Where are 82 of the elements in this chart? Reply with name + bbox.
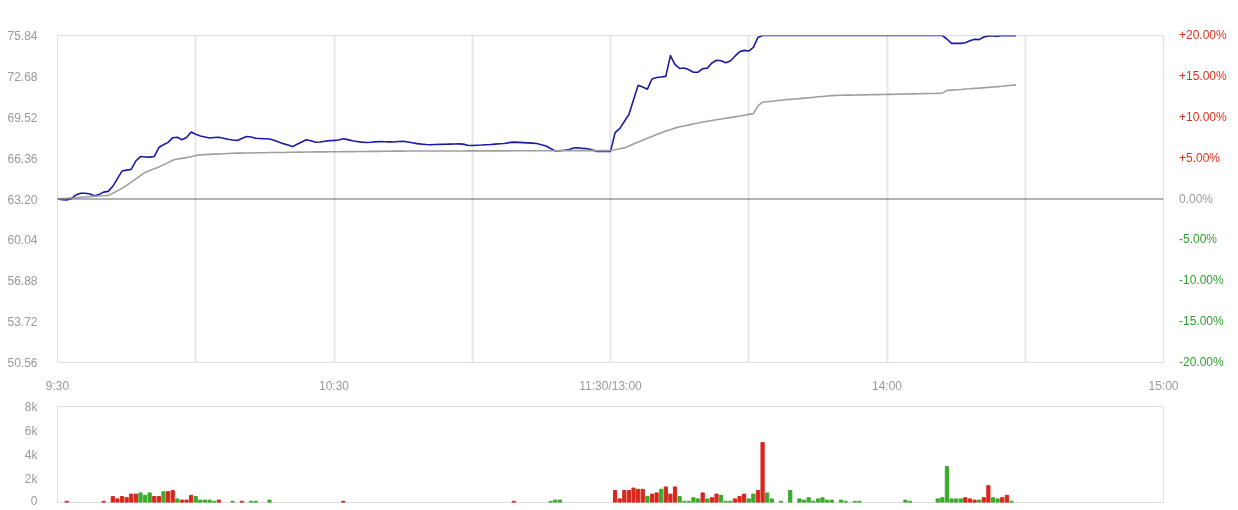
bar (797, 498, 802, 503)
bar (801, 499, 807, 503)
bar (714, 493, 719, 503)
y-tick-label: 63.20 (7, 192, 38, 207)
bar (216, 499, 221, 503)
bar (765, 492, 770, 503)
bar (944, 466, 950, 503)
bar (557, 499, 562, 503)
bar (824, 499, 830, 503)
bar (672, 486, 678, 503)
bar (631, 487, 636, 503)
x-tick-label: 15:00 (1148, 378, 1179, 393)
bar (788, 490, 793, 503)
y2-tick-label: -15.00% (1179, 314, 1224, 329)
y2-tick-label: -5.00% (1179, 232, 1218, 247)
y2-tick-label: +5.00% (1179, 150, 1221, 165)
bar (972, 499, 977, 503)
bar (1000, 497, 1005, 503)
bar (659, 488, 664, 503)
y2-tick-label: +20.00% (1179, 28, 1227, 42)
y-tick-label: 66.36 (7, 151, 38, 166)
bar (820, 497, 825, 503)
bar (695, 498, 701, 503)
y-tick-label: 69.52 (7, 110, 38, 125)
bar (649, 493, 655, 503)
bar (640, 488, 645, 503)
y2-tick-label: -10.00% (1179, 273, 1224, 288)
bar (115, 498, 120, 503)
bar (133, 493, 138, 503)
bar (202, 499, 208, 503)
bar (267, 499, 272, 503)
x-tick-label: 9:30 (45, 378, 70, 393)
bar (732, 498, 738, 503)
bar (691, 497, 696, 503)
bar (207, 499, 212, 503)
y-tick-label: 75.84 (7, 29, 38, 43)
bar (170, 490, 175, 503)
y-tick-label: 8k (24, 399, 39, 414)
bar (700, 492, 705, 503)
y-tick-label: 60.04 (7, 233, 38, 248)
bar (986, 485, 991, 503)
y-tick-label: 50.56 (7, 356, 38, 370)
x-tick-label: 14:00 (871, 378, 903, 393)
y2-tick-label: +10.00% (1179, 109, 1227, 124)
y2-tick-label: +15.00% (1179, 68, 1227, 83)
bar (175, 498, 180, 503)
bar (124, 497, 129, 503)
bar (677, 496, 682, 503)
y-tick-label: 6k (24, 423, 39, 438)
bar (138, 492, 143, 503)
bar (737, 496, 742, 503)
bar (161, 491, 166, 503)
y2-tick-label: -20.00% (1179, 355, 1224, 369)
bar (990, 497, 996, 503)
bar (967, 498, 973, 503)
bar (184, 499, 189, 503)
bar (645, 496, 650, 503)
bar (165, 491, 171, 503)
bar (838, 499, 844, 503)
x-tick-label: 11:30/13:00 (579, 378, 643, 393)
bar (705, 498, 710, 503)
y-tick-label: 4k (24, 447, 39, 462)
bar (613, 490, 618, 503)
bar (963, 497, 968, 503)
bar (903, 499, 908, 503)
bar (147, 492, 152, 503)
bar (977, 499, 982, 503)
x-tick-label: 10:30 (318, 378, 350, 393)
y-tick-label: 0 (30, 493, 38, 508)
bar (626, 490, 632, 503)
y-tick-label: 72.68 (7, 69, 38, 84)
bar (152, 496, 157, 503)
bar (760, 442, 765, 503)
y2-tick-label: 0.00% (1179, 191, 1214, 206)
bar (829, 499, 834, 503)
bar (654, 492, 659, 503)
y-tick-label: 56.88 (7, 274, 38, 289)
y-tick-label: 2k (24, 471, 39, 486)
bar (958, 498, 963, 503)
bar (995, 498, 1000, 503)
y-tick-label: 53.72 (7, 315, 38, 330)
bar (179, 499, 185, 503)
